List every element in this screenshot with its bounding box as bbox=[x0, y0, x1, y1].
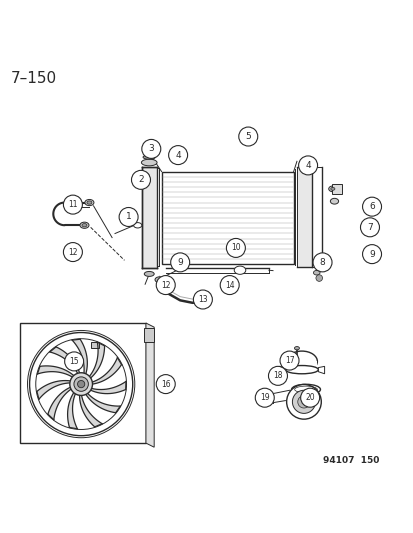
Ellipse shape bbox=[291, 384, 320, 394]
Circle shape bbox=[168, 146, 187, 165]
Text: 18: 18 bbox=[273, 372, 282, 381]
Polygon shape bbox=[145, 323, 154, 447]
Circle shape bbox=[77, 381, 85, 387]
Circle shape bbox=[193, 290, 212, 309]
Circle shape bbox=[226, 238, 245, 257]
Text: 94107  150: 94107 150 bbox=[322, 456, 378, 465]
Polygon shape bbox=[50, 347, 79, 373]
Text: 15: 15 bbox=[69, 357, 79, 366]
Circle shape bbox=[300, 388, 319, 407]
Polygon shape bbox=[21, 323, 145, 443]
Bar bbox=[332, 184, 341, 194]
Circle shape bbox=[156, 375, 175, 393]
Polygon shape bbox=[161, 172, 293, 264]
Ellipse shape bbox=[144, 271, 154, 277]
Polygon shape bbox=[318, 366, 324, 374]
Text: 12: 12 bbox=[161, 280, 170, 289]
Ellipse shape bbox=[286, 351, 317, 372]
Text: 9: 9 bbox=[177, 258, 183, 267]
Polygon shape bbox=[286, 361, 317, 368]
Text: 12: 12 bbox=[68, 247, 78, 256]
Circle shape bbox=[170, 253, 189, 272]
Text: 11: 11 bbox=[68, 200, 78, 209]
Text: 6: 6 bbox=[368, 202, 374, 211]
Text: 7: 7 bbox=[366, 223, 372, 232]
Text: 13: 13 bbox=[197, 295, 207, 304]
Ellipse shape bbox=[143, 155, 155, 159]
Ellipse shape bbox=[198, 298, 207, 304]
Text: 7–150: 7–150 bbox=[11, 70, 57, 85]
Circle shape bbox=[29, 333, 133, 435]
Circle shape bbox=[362, 245, 381, 264]
Ellipse shape bbox=[82, 223, 87, 227]
Polygon shape bbox=[72, 339, 87, 374]
Circle shape bbox=[238, 127, 257, 146]
Circle shape bbox=[63, 195, 82, 214]
Ellipse shape bbox=[330, 188, 334, 190]
Bar bbox=[144, 328, 154, 342]
Text: 8: 8 bbox=[319, 258, 325, 267]
Circle shape bbox=[360, 218, 379, 237]
Circle shape bbox=[119, 207, 138, 227]
Ellipse shape bbox=[328, 186, 336, 192]
Circle shape bbox=[64, 352, 83, 371]
Ellipse shape bbox=[330, 198, 338, 204]
Ellipse shape bbox=[133, 223, 142, 228]
Circle shape bbox=[63, 243, 82, 262]
Circle shape bbox=[268, 366, 287, 385]
Bar bbox=[90, 342, 99, 348]
Text: 9: 9 bbox=[368, 249, 374, 259]
Polygon shape bbox=[85, 393, 120, 413]
Circle shape bbox=[315, 274, 322, 281]
Circle shape bbox=[297, 395, 309, 408]
Text: 3: 3 bbox=[148, 144, 154, 154]
Polygon shape bbox=[90, 382, 126, 394]
Ellipse shape bbox=[87, 201, 92, 204]
Ellipse shape bbox=[141, 159, 157, 166]
Circle shape bbox=[279, 351, 298, 370]
Polygon shape bbox=[67, 393, 77, 429]
Ellipse shape bbox=[313, 270, 319, 275]
Circle shape bbox=[74, 377, 88, 391]
Text: 14: 14 bbox=[224, 280, 234, 289]
Circle shape bbox=[362, 197, 381, 216]
Text: 4: 4 bbox=[175, 151, 180, 159]
Ellipse shape bbox=[285, 366, 318, 374]
Text: 2: 2 bbox=[138, 175, 143, 184]
Circle shape bbox=[131, 171, 150, 189]
Text: 20: 20 bbox=[305, 393, 314, 402]
Circle shape bbox=[156, 276, 175, 295]
Circle shape bbox=[141, 173, 149, 181]
Ellipse shape bbox=[85, 199, 94, 206]
Text: 19: 19 bbox=[259, 393, 269, 402]
Polygon shape bbox=[278, 366, 285, 374]
Polygon shape bbox=[142, 167, 156, 268]
Ellipse shape bbox=[80, 222, 89, 228]
Polygon shape bbox=[79, 395, 102, 427]
Text: 5: 5 bbox=[245, 132, 251, 141]
Polygon shape bbox=[37, 366, 74, 377]
Text: 1: 1 bbox=[126, 213, 131, 222]
Text: 10: 10 bbox=[230, 244, 240, 253]
Polygon shape bbox=[296, 167, 311, 266]
Circle shape bbox=[286, 384, 320, 419]
Circle shape bbox=[312, 253, 331, 272]
Polygon shape bbox=[37, 381, 70, 399]
Circle shape bbox=[142, 140, 160, 158]
Circle shape bbox=[70, 373, 92, 395]
Circle shape bbox=[298, 156, 317, 175]
Circle shape bbox=[220, 276, 239, 295]
Text: 16: 16 bbox=[161, 379, 170, 389]
Text: 17: 17 bbox=[284, 356, 294, 365]
Polygon shape bbox=[48, 387, 71, 419]
Polygon shape bbox=[92, 358, 121, 384]
Text: 4: 4 bbox=[304, 161, 310, 170]
Polygon shape bbox=[89, 342, 104, 378]
Ellipse shape bbox=[294, 346, 299, 350]
Circle shape bbox=[292, 390, 315, 414]
Circle shape bbox=[255, 388, 273, 407]
Ellipse shape bbox=[154, 277, 164, 282]
Ellipse shape bbox=[234, 266, 245, 274]
